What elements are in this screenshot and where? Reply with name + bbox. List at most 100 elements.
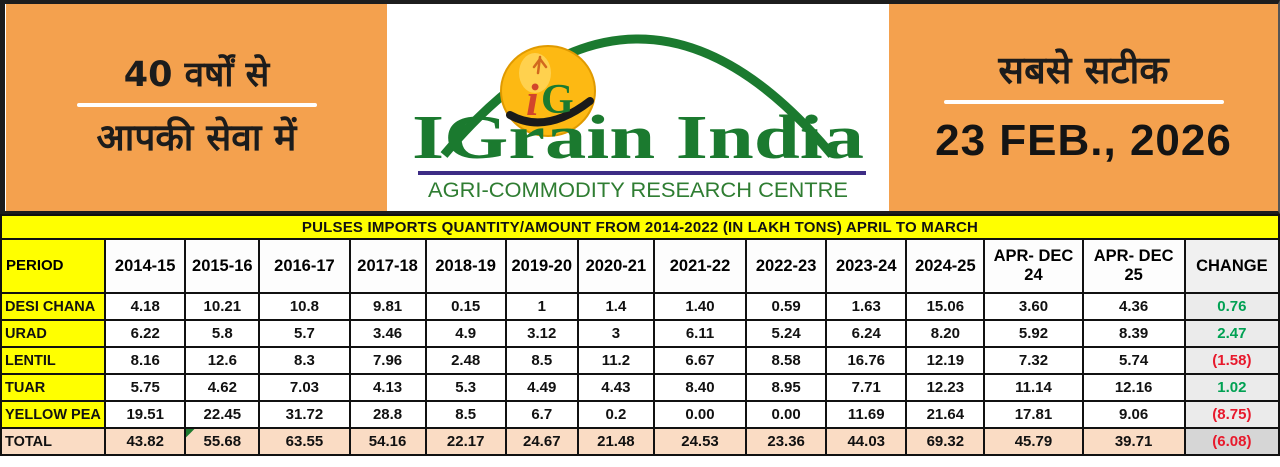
igrain-logo-graphic: i G IGrain India AGRI-COMMODITY RESEARCH… [412,34,866,202]
value-cell-total-2020-21: 21.48 [576,427,655,456]
value-cell-tuar-apr-dec-24: 11.14 [983,373,1084,402]
table-row-lentil: LENTIL 8.16 12.6 8.3 7.96 2.48 8.5 11.2 6.67 8.58… [0,346,1280,375]
value-cell-total-2022-23: 23.36 [745,427,828,456]
value-cell-urad-2018-19: 4.9 [424,319,507,348]
value-cell-lentil-2023-24: 16.76 [825,346,908,375]
value-cell-tuar-2023-24: 7.71 [825,373,908,402]
change-cell-tuar: 1.02 [1183,373,1280,402]
value-cell-total-2016-17: 63.55 [258,427,351,456]
value-cell-desi-chana-2021-22: 1.40 [652,292,748,321]
value-cell-total-2018-19: 22.17 [424,427,507,456]
col-header-change: CHANGE [1183,238,1280,294]
value-cell-tuar-2019-20: 4.49 [504,373,579,402]
table-row-yellow-pea: YELLOW PEA 19.51 22.45 31.72 28.8 8.5 6.7 0.2 0.… [0,400,1280,429]
wheat-icon [532,55,547,74]
banner-left-line2: आपकी सेवा में [96,116,297,160]
value-cell-lentil-2015-16: 12.6 [184,346,261,375]
value-cell-yellow-pea-2020-21: 0.2 [576,400,655,429]
table-body: DESI CHANA 4.18 10.21 10.8 9.81 0.15 1 1.4 1.40 0… [0,292,1280,456]
banner-right-divider [943,100,1224,105]
col-header-2018-19: 2018-19 [424,238,507,294]
value-cell-tuar-2020-21: 4.43 [576,373,655,402]
value-cell-tuar-2018-19: 5.3 [424,373,507,402]
value-cell-urad-2017-18: 3.46 [348,319,427,348]
value-cell-desi-chana-2019-20: 1 [504,292,579,321]
value-cell-tuar-apr-dec-25: 12.16 [1081,373,1186,402]
value-cell-yellow-pea-2023-24: 11.69 [825,400,908,429]
banner-right-box: सबसे सटीक 23 FEB., 2026 [889,4,1278,211]
col-header-2016-17: 2016-17 [258,238,351,294]
value-cell-urad-apr-dec-24: 5.92 [983,319,1084,348]
report-date: 23 FEB., 2026 [935,116,1232,166]
value-cell-yellow-pea-2015-16: 22.45 [184,400,261,429]
value-cell-desi-chana-2020-21: 1.4 [576,292,655,321]
table-row-urad: URAD 6.22 5.8 5.7 3.46 4.9 3.12 3 6.11 5.24 6.24 8.… [0,319,1280,348]
logo-monogram-i: i [526,74,539,125]
value-cell-urad-2020-21: 3 [576,319,655,348]
value-cell-desi-chana-2015-16: 10.21 [184,292,261,321]
value-cell-desi-chana-apr-dec-24: 3.60 [983,292,1084,321]
value-cell-lentil-apr-dec-24: 7.32 [983,346,1084,375]
value-cell-yellow-pea-2018-19: 8.5 [424,400,507,429]
banner-left-box: 40 वर्षों से आपकी सेवा में [6,4,387,211]
row-label-total: TOTAL [0,427,107,456]
logo-arch-icon [440,34,835,158]
value-cell-urad-2019-20: 3.12 [504,319,579,348]
banner-left-line1: 40 वर्षों से [123,55,270,96]
value-cell-total-2024-25: 69.32 [905,427,986,456]
table-header-row: PERIOD 2014-15 2015-16 2016-17 2017-18 2018-1… [0,238,1280,294]
value-cell-total-2019-20: 24.67 [504,427,579,456]
row-label-urad: URAD [0,319,107,348]
value-cell-total-2017-18: 54.16 [348,427,427,456]
value-cell-desi-chana-2023-24: 1.63 [825,292,908,321]
col-header-period: PERIOD [0,238,107,294]
value-cell-tuar-2014-15: 5.75 [104,373,187,402]
value-cell-total-2023-24: 44.03 [825,427,908,456]
banner-right-line1: सबसे सटीक [998,47,1169,92]
table-title-row: PULSES IMPORTS QUANTITY/AMOUNT FROM 2014… [0,214,1280,240]
table-row-total: TOTAL 43.82 55.68 63.55 54.16 22.17 24.67 21.48… [0,427,1280,456]
value-cell-tuar-2024-25: 12.23 [905,373,986,402]
value-cell-lentil-2024-25: 12.19 [905,346,986,375]
value-cell-tuar-2022-23: 8.95 [745,373,828,402]
row-label-yellow-pea: YELLOW PEA [0,400,107,429]
value-cell-total-apr-dec-24: 45.79 [983,427,1084,456]
value-cell-yellow-pea-2021-22: 0.00 [652,400,748,429]
pulses-table: PULSES IMPORTS QUANTITY/AMOUNT FROM 2014… [0,214,1280,456]
col-header-2019-20: 2019-20 [504,238,579,294]
col-header-2021-22: 2021-22 [652,238,748,294]
header-banner: 40 वर्षों से आपकी सेवा में i G IGrain In… [0,0,1280,214]
value-cell-urad-apr-dec-25: 8.39 [1081,319,1186,348]
brand-name: IGrain India [412,104,864,172]
value-cell-urad-2023-24: 6.24 [825,319,908,348]
col-header-apr-dec-24: APR- DEC 24 [983,238,1084,294]
col-header-2022-23: 2022-23 [745,238,828,294]
change-cell-desi-chana: 0.76 [1183,292,1280,321]
value-cell-urad-2022-23: 5.24 [745,319,828,348]
value-cell-desi-chana-2022-23: 0.59 [745,292,828,321]
brand-tagline: AGRI-COMMODITY RESEARCH CENTRE [428,179,848,202]
value-cell-yellow-pea-2016-17: 31.72 [258,400,351,429]
banner-left-divider [76,103,317,108]
value-cell-yellow-pea-2019-20: 6.7 [504,400,579,429]
logo-monogram-g: G [541,77,574,123]
table-title: PULSES IMPORTS QUANTITY/AMOUNT FROM 2014… [0,214,1280,240]
table-row-desi-chana: DESI CHANA 4.18 10.21 10.8 9.81 0.15 1 1.4 1.40 0… [0,292,1280,321]
value-cell-yellow-pea-2022-23: 0.00 [745,400,828,429]
value-cell-desi-chana-apr-dec-25: 4.36 [1081,292,1186,321]
change-cell-yellow-pea: (8.75) [1183,400,1280,429]
col-header-2020-21: 2020-21 [576,238,655,294]
value-cell-lentil-apr-dec-25: 5.74 [1081,346,1186,375]
col-header-2017-18: 2017-18 [348,238,427,294]
value-cell-tuar-2015-16: 4.62 [184,373,261,402]
value-cell-urad-2024-25: 8.20 [905,319,986,348]
col-header-apr-dec-25: APR- DEC 25 [1081,238,1186,294]
value-cell-lentil-2021-22: 6.67 [652,346,748,375]
logo-swoosh-icon [505,96,594,126]
value-cell-yellow-pea-2017-18: 28.8 [348,400,427,429]
change-cell-urad: 2.47 [1183,319,1280,348]
value-cell-desi-chana-2014-15: 4.18 [104,292,187,321]
col-header-2014-15: 2014-15 [104,238,187,294]
row-label-tuar: TUAR [0,373,107,402]
value-cell-total-2021-22: 24.53 [652,427,748,456]
